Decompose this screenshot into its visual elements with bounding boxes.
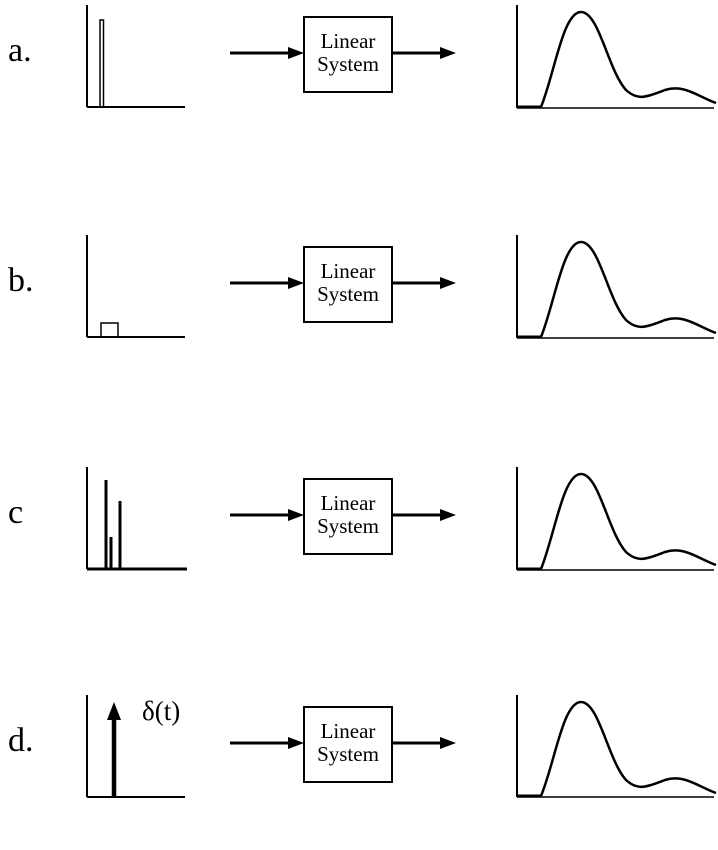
system-label-line2: System [317, 514, 379, 538]
linear-system-box [303, 706, 393, 783]
output-response-curve [539, 700, 717, 797]
output-plot [516, 695, 717, 798]
input-pulse [100, 322, 119, 338]
arrow-in-head [288, 277, 304, 289]
row-a-diagram: Linear System [86, 5, 717, 109]
output-response-curve [539, 10, 717, 108]
output-plot [516, 5, 717, 109]
output-plot [516, 467, 717, 571]
linear-system-box [303, 16, 393, 93]
row-label: a. [8, 32, 32, 69]
row-label: d. [8, 722, 34, 759]
system-label-line2: System [317, 282, 379, 306]
row-b: b. Linear System [0, 230, 718, 390]
linear-system-box [303, 246, 393, 323]
row-label: c [8, 494, 24, 531]
delta-impulse-arrowhead [107, 702, 121, 720]
arrow-in-head [288, 47, 304, 59]
row-b-diagram: Linear System [86, 235, 717, 339]
delta-label: δ(t) [142, 696, 180, 726]
system-label-line1: Linear [321, 719, 376, 743]
row-c: c Linear System [0, 462, 718, 622]
system-label-line1: Linear [321, 259, 376, 283]
arrow-in-head [288, 509, 304, 521]
row-c-diagram: Linear System [86, 467, 717, 571]
input-pulse [99, 19, 105, 108]
arrow-out-head [440, 47, 456, 59]
row-label: b. [8, 262, 34, 299]
row-d-diagram: δ(t) Linear System [86, 695, 717, 798]
input-plot: δ(t) [86, 695, 185, 798]
output-plot [516, 235, 717, 339]
system-label-line2: System [317, 52, 379, 76]
arrow-out-head [440, 737, 456, 749]
system-label-line1: Linear [321, 29, 376, 53]
arrow-out-head [440, 509, 456, 521]
arrow-out-head [440, 277, 456, 289]
input-plot [86, 5, 185, 108]
output-response-curve [539, 472, 717, 570]
system-label-line1: Linear [321, 491, 376, 515]
output-response-curve [539, 240, 717, 338]
row-d: d. δ(t) Linear System [0, 690, 718, 850]
input-plot [86, 235, 185, 338]
system-label-line2: System [317, 742, 379, 766]
input-plot [86, 467, 187, 571]
linear-system-box [303, 478, 393, 555]
row-a: a. Linear System [0, 0, 718, 160]
arrow-in-head [288, 737, 304, 749]
